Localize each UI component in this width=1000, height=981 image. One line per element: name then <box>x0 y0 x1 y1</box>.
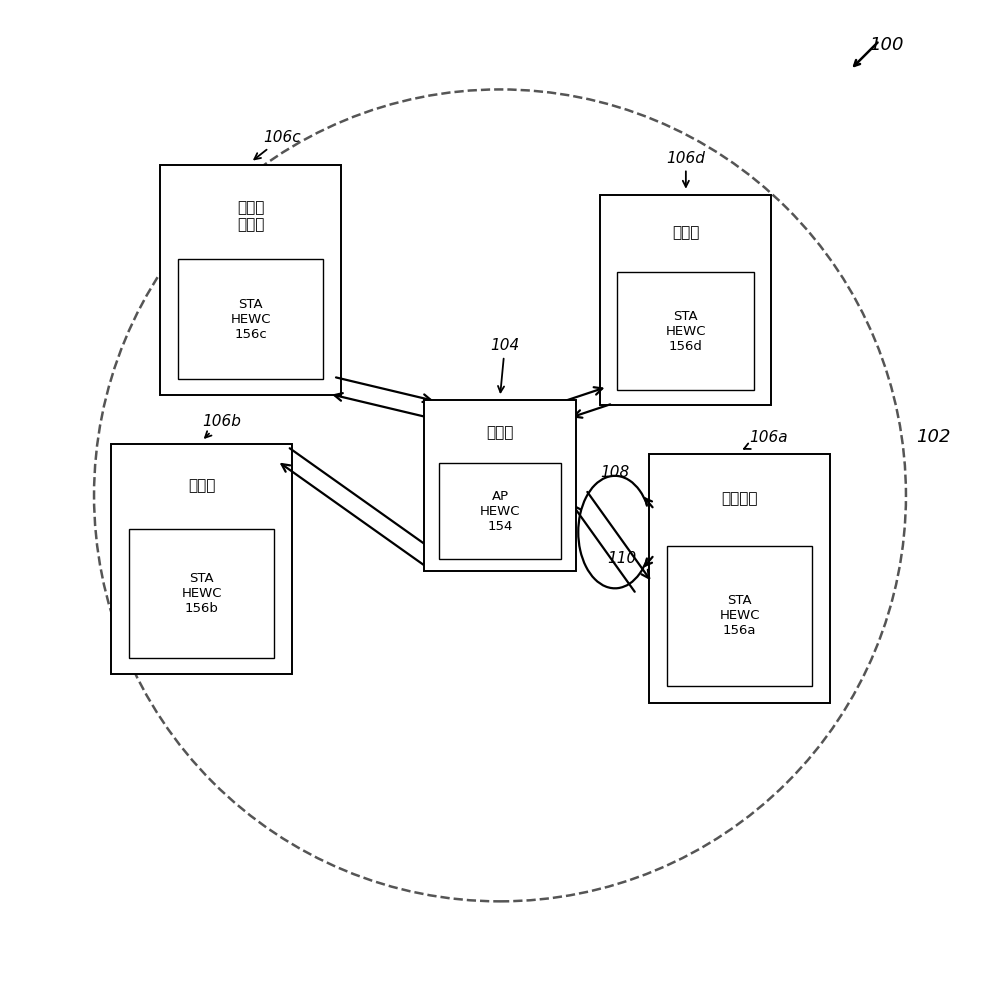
Bar <box>178 260 323 379</box>
Text: 106b: 106b <box>202 414 241 438</box>
Text: 110: 110 <box>608 551 637 566</box>
Text: STA
HEWC
156c: STA HEWC 156c <box>230 298 271 340</box>
Text: STA
HEWC
156b: STA HEWC 156b <box>181 572 222 615</box>
Text: 108: 108 <box>600 465 629 481</box>
Text: 蜂窝电话: 蜂窝电话 <box>721 491 758 506</box>
Bar <box>439 463 561 559</box>
Bar <box>667 546 812 686</box>
Text: STA
HEWC
156d: STA HEWC 156d <box>666 310 706 353</box>
Text: 106c: 106c <box>254 130 301 159</box>
Text: STA
HEWC
156a: STA HEWC 156a <box>719 594 760 638</box>
Text: 膠上型
计算机: 膠上型 计算机 <box>237 200 264 232</box>
Bar <box>617 273 754 390</box>
Bar <box>600 194 771 405</box>
Text: 电视机: 电视机 <box>188 478 215 493</box>
Bar <box>160 165 341 395</box>
Text: 106a: 106a <box>744 430 788 449</box>
Text: 路由器: 路由器 <box>672 226 700 240</box>
Text: 100: 100 <box>869 36 904 54</box>
Bar <box>111 444 292 674</box>
Bar <box>649 454 830 703</box>
Text: AP
HEWC
154: AP HEWC 154 <box>480 490 520 533</box>
Bar <box>129 529 274 658</box>
Bar <box>424 400 576 571</box>
Text: 106d: 106d <box>666 151 705 186</box>
Text: 102: 102 <box>916 428 950 445</box>
Text: 接入点: 接入点 <box>486 425 514 439</box>
Text: 104: 104 <box>490 338 520 392</box>
